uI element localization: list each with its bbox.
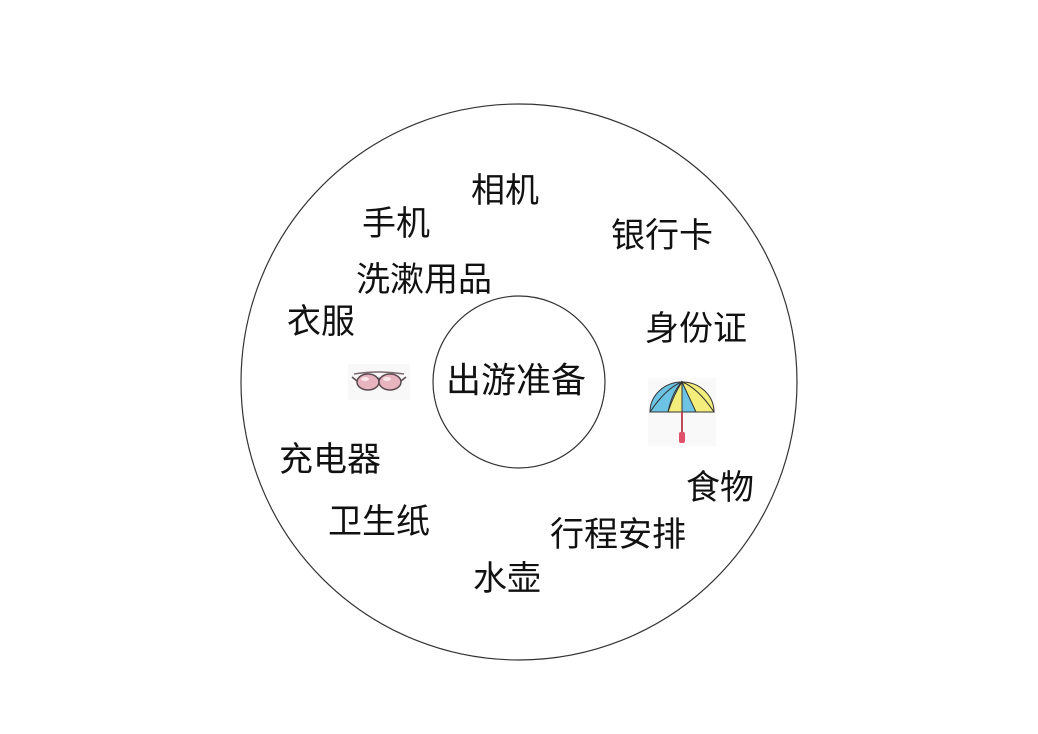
outer-circle xyxy=(240,103,798,661)
umbrella-icon xyxy=(648,378,716,446)
item-clothes: 衣服 xyxy=(287,302,355,342)
sunglasses-icon xyxy=(348,364,410,400)
item-camera: 相机 xyxy=(471,171,539,211)
center-label: 出游准备 xyxy=(445,361,587,402)
item-food: 食物 xyxy=(686,468,754,508)
item-toilet-paper: 卫生纸 xyxy=(328,502,430,542)
item-water-bottle: 水壶 xyxy=(473,559,541,599)
item-phone: 手机 xyxy=(362,204,430,244)
item-bank-card: 银行卡 xyxy=(611,216,713,256)
item-toiletries: 洗漱用品 xyxy=(356,260,492,300)
item-id-card: 身份证 xyxy=(645,309,747,349)
item-charger: 充电器 xyxy=(279,440,381,480)
item-itinerary: 行程安排 xyxy=(550,515,686,555)
inner-circle xyxy=(432,295,606,469)
